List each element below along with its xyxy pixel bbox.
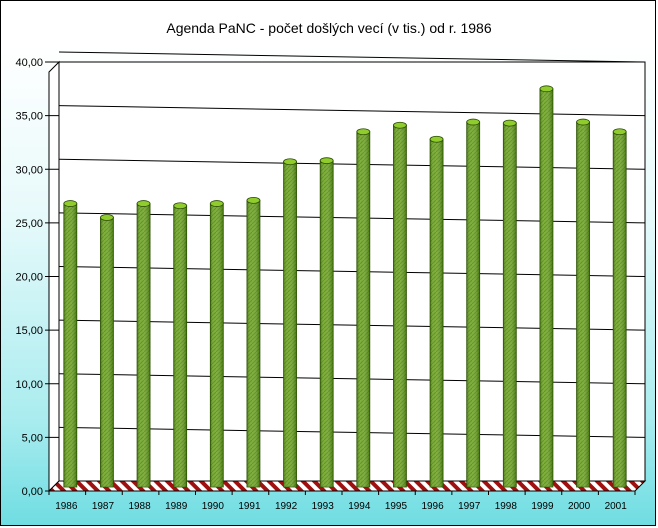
- bar-shade: [320, 160, 334, 488]
- chart-title: Agenda PaNC - počet došlých vecí (v tis.…: [166, 20, 492, 36]
- y-tick-label: 0,00: [22, 486, 43, 498]
- bar-shade: [63, 203, 77, 487]
- bar-shade: [356, 131, 370, 487]
- bar-top: [612, 128, 627, 136]
- x-tick-label: 1993: [312, 501, 335, 512]
- bar-shade: [503, 123, 517, 487]
- bar-shade: [283, 161, 297, 487]
- bar-top: [356, 128, 371, 136]
- bar-shade: [613, 131, 627, 487]
- x-tick-label: 1990: [202, 501, 225, 512]
- y-tick-label: 35,00: [15, 111, 43, 123]
- bar-top: [502, 119, 517, 127]
- bar-shade: [173, 205, 187, 487]
- x-tick-label: 1989: [165, 501, 188, 512]
- x-tick-label: 1996: [421, 501, 444, 512]
- y-tick-label: 40,00: [15, 57, 43, 69]
- x-tick-label: 1999: [531, 501, 554, 512]
- y-tick-label: 15,00: [15, 325, 43, 337]
- bar-shade: [137, 203, 151, 487]
- bar-shade: [539, 88, 553, 487]
- x-tick-label: 1991: [238, 501, 261, 512]
- x-tick-label: 1988: [128, 501, 151, 512]
- x-tick-label: 1994: [348, 501, 371, 512]
- x-tick-label: 2000: [568, 501, 591, 512]
- bar-shade: [246, 200, 260, 488]
- bar-top: [429, 135, 444, 143]
- bar-top: [576, 118, 590, 126]
- x-tick-label: 1998: [495, 501, 518, 512]
- bar-top: [100, 214, 114, 221]
- x-tick-label: 1997: [458, 501, 481, 512]
- bar-top: [173, 202, 188, 210]
- x-tick-label: 1986: [55, 501, 78, 512]
- bar-shade: [210, 203, 224, 487]
- bar-top: [136, 200, 151, 207]
- y-tick-label: 20,00: [15, 272, 43, 284]
- bar-shade: [100, 217, 114, 487]
- y-tick-label: 10,00: [15, 379, 43, 391]
- x-tick-label: 1987: [92, 501, 115, 512]
- bar-top: [63, 200, 78, 207]
- bar-top: [246, 196, 261, 204]
- y-tick-label: 5,00: [22, 432, 43, 444]
- bar-top: [539, 85, 554, 93]
- bar-shade: [430, 139, 444, 487]
- bar-top: [209, 200, 224, 207]
- bar-shade: [466, 122, 480, 487]
- x-tick-label: 1992: [275, 501, 298, 512]
- bar-shade: [393, 125, 407, 487]
- bar-top: [466, 118, 481, 126]
- y-tick-label: 25,00: [15, 218, 43, 230]
- x-tick-label: 2001: [605, 501, 628, 512]
- bar-shade: [576, 122, 590, 487]
- plot-area: 0,00 5,00 10,00 15,00 20,00 25,00 30,00 35,00 40…: [15, 51, 647, 512]
- bar-top: [319, 157, 334, 165]
- y-tick-label: 30,00: [15, 164, 43, 176]
- bar-top: [393, 121, 407, 129]
- x-tick-label: 1995: [385, 501, 408, 512]
- bar-top: [283, 158, 297, 166]
- gridline: [58, 51, 646, 63]
